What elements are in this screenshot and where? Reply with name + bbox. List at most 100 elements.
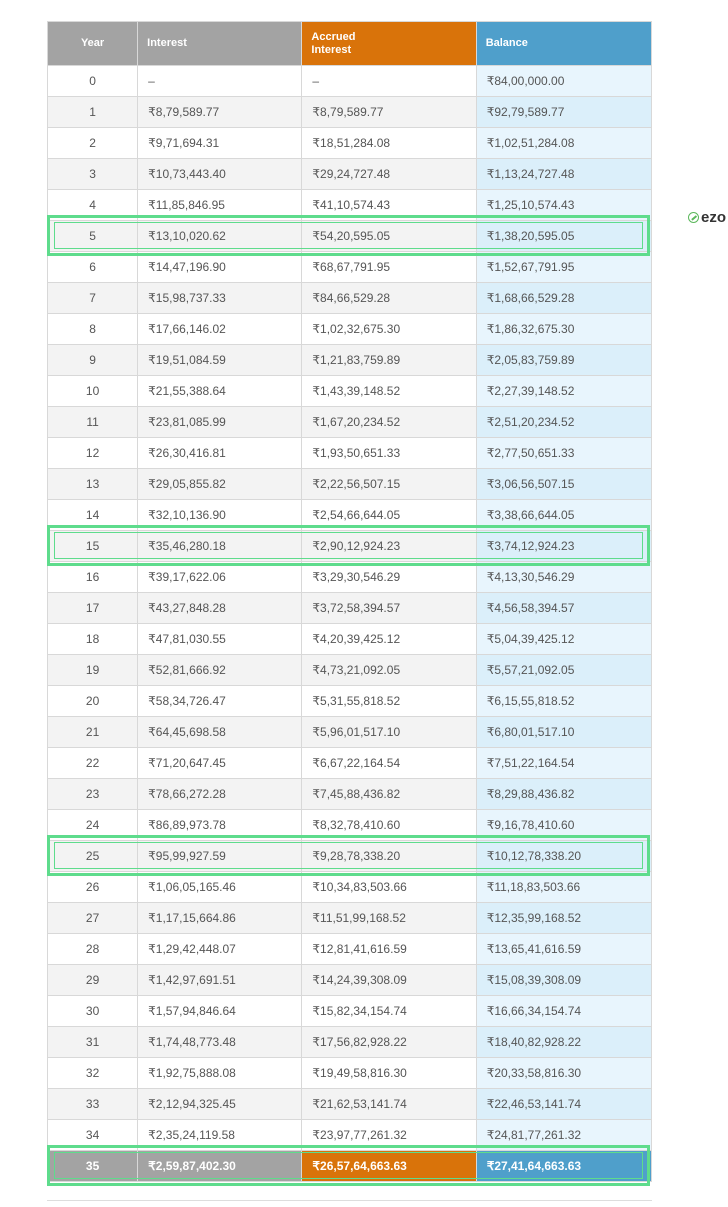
cell-accrued-interest: ₹2,90,12,924.23 [301,530,477,562]
cell-interest: ₹14,47,196.90 [137,251,303,283]
cell-interest: ₹15,98,737.33 [137,282,303,314]
table-row: 8 ₹17,66,146.02 ₹1,02,32,675.30 ₹1,86,32,67… [46,313,653,345]
table-row: 11 ₹23,81,085.99 ₹1,67,20,234.52 ₹2,51,20,2… [46,406,653,438]
table-row: 13 ₹29,05,855.82 ₹2,22,56,507.15 ₹3,06,56,5… [46,468,653,500]
cell-accrued-interest: ₹1,67,20,234.52 [301,406,477,438]
cell-balance: ₹2,05,83,759.89 [475,344,653,376]
ezoic-leaf-icon [688,212,699,223]
cell-accrued-interest: ₹2,54,66,644.05 [301,499,477,531]
cell-balance: ₹15,08,39,308.09 [475,964,653,996]
table-row: 33 ₹2,12,94,325.45 ₹21,62,53,141.74 ₹22,46,… [46,1088,653,1120]
header-interest: Interest [137,21,303,66]
cell-balance: ₹9,16,78,410.60 [475,809,653,841]
cell-balance: ₹2,77,50,651.33 [475,437,653,469]
table-row: 15 ₹35,46,280.18 ₹2,90,12,924.23 ₹3,74,12,9… [46,530,653,562]
cell-accrued-interest: ₹1,43,39,148.52 [301,375,477,407]
cell-interest: ₹1,74,48,773.48 [137,1026,303,1058]
table-row: 25 ₹95,99,927.59 ₹9,28,78,338.20 ₹10,12,78,… [46,840,653,872]
table-row: 27 ₹1,17,15,664.86 ₹11,51,99,168.52 ₹12,35,… [46,902,653,934]
table-row: 18 ₹47,81,030.55 ₹4,20,39,425.12 ₹5,04,39,4… [46,623,653,655]
cell-balance: ₹12,35,99,168.52 [475,902,653,934]
table-row: 7 ₹15,98,737.33 ₹84,66,529.28 ₹1,68,66,529.… [46,282,653,314]
table-row: 21 ₹64,45,698.58 ₹5,96,01,517.10 ₹6,80,01,5… [46,716,653,748]
cell-accrued-interest: ₹68,67,791.95 [301,251,477,283]
cell-accrued-interest: ₹7,45,88,436.82 [301,778,477,810]
table-row: 3 ₹10,73,443.40 ₹29,24,727.48 ₹1,13,24,727.… [46,158,653,190]
cell-accrued-interest: ₹11,51,99,168.52 [301,902,477,934]
ad-brand-text: ezo [701,209,727,226]
cell-balance: ₹16,66,34,154.74 [475,995,653,1027]
bottom-divider [47,1200,652,1201]
cell-year: 10 [46,375,139,407]
cell-year: 35 [46,1150,139,1182]
cell-accrued-interest: ₹54,20,595.05 [301,220,477,252]
cell-accrued-interest: ₹3,72,58,394.57 [301,592,477,624]
cell-interest: ₹1,92,75,888.08 [137,1057,303,1089]
cell-accrued-interest: ₹19,49,58,816.30 [301,1057,477,1089]
cell-year: 20 [46,685,139,717]
cell-interest: ₹1,06,05,165.46 [137,871,303,903]
table-row: 24 ₹86,89,973.78 ₹8,32,78,410.60 ₹9,16,78,4… [46,809,653,841]
table-row: 4 ₹11,85,846.95 ₹41,10,574.43 ₹1,25,10,574.… [46,189,653,221]
table-body: 0– – ₹84,00,000.00 1 ₹8,79,589.77 ₹8,79,589.7… [46,65,653,1182]
cell-interest: ₹21,55,388.64 [137,375,303,407]
cell-interest: ₹10,73,443.40 [137,158,303,190]
cell-accrued-interest: ₹5,96,01,517.10 [301,716,477,748]
table-row: 26 ₹1,06,05,165.46 ₹10,34,83,503.66 ₹11,18,… [46,871,653,903]
cell-year: 18 [46,623,139,655]
cell-balance: ₹1,13,24,727.48 [475,158,653,190]
table-row: 32 ₹1,92,75,888.08 ₹19,49,58,816.30 ₹20,33,… [46,1057,653,1089]
table-row: 34 ₹2,35,24,119.58 ₹23,97,77,261.32 ₹24,81,… [46,1119,653,1151]
cell-balance: ₹13,65,41,616.59 [475,933,653,965]
cell-year: 23 [46,778,139,810]
table-row: 22 ₹71,20,647.45 ₹6,67,22,164.54 ₹7,51,22,1… [46,747,653,779]
cell-year: 2 [46,127,139,159]
table-header-row: Year Interest Accrued Interest Balance [46,21,653,66]
cell-balance: ₹27,41,64,663.63 [475,1150,653,1182]
cell-year: 27 [46,902,139,934]
cell-year: 0 [46,65,139,97]
cell-year: 19 [46,654,139,686]
cell-accrued-interest: ₹12,81,41,616.59 [301,933,477,965]
cell-balance: ₹2,27,39,148.52 [475,375,653,407]
cell-interest: ₹26,30,416.81 [137,437,303,469]
cell-accrued-interest: ₹6,67,22,164.54 [301,747,477,779]
table-row: 5 ₹13,10,020.62 ₹54,20,595.05 ₹1,38,20,595.… [46,220,653,252]
cell-interest: ₹19,51,084.59 [137,344,303,376]
cell-balance: ₹11,18,83,503.66 [475,871,653,903]
cell-year: 8 [46,313,139,345]
cell-year: 34 [46,1119,139,1151]
cell-year: 26 [46,871,139,903]
cell-interest: ₹35,46,280.18 [137,530,303,562]
cell-year: 21 [46,716,139,748]
cell-balance: ₹92,79,589.77 [475,96,653,128]
cell-balance: ₹10,12,78,338.20 [475,840,653,872]
cell-year: 7 [46,282,139,314]
table-row: 35 ₹2,59,87,402.30 ₹26,57,64,663.63 ₹27,41,… [46,1150,653,1182]
cell-balance: ₹4,13,30,546.29 [475,561,653,593]
table-row: 14 ₹32,10,136.90 ₹2,54,66,644.05 ₹3,38,66,6… [46,499,653,531]
cell-year: 17 [46,592,139,624]
table-row: 16 ₹39,17,622.06 ₹3,29,30,546.29 ₹4,13,30,5… [46,561,653,593]
table-row: 28 ₹1,29,42,448.07 ₹12,81,41,616.59 ₹13,65,… [46,933,653,965]
cell-year: 5 [46,220,139,252]
cell-interest: ₹71,20,647.45 [137,747,303,779]
cell-interest: ₹11,85,846.95 [137,189,303,221]
cell-accrued-interest: ₹1,93,50,651.33 [301,437,477,469]
cell-accrued-interest: ₹8,79,589.77 [301,96,477,128]
cell-interest: ₹1,42,97,691.51 [137,964,303,996]
cell-balance: ₹6,15,55,818.52 [475,685,653,717]
cell-balance: ₹5,57,21,092.05 [475,654,653,686]
cell-accrued-interest: ₹18,51,284.08 [301,127,477,159]
table-row: 0– – ₹84,00,000.00 [46,65,653,97]
cell-accrued-interest: ₹84,66,529.28 [301,282,477,314]
cell-interest: ₹9,71,694.31 [137,127,303,159]
cell-accrued-interest: ₹8,32,78,410.60 [301,809,477,841]
ad-badge[interactable]: ezo [688,209,726,226]
cell-interest: ₹2,35,24,119.58 [137,1119,303,1151]
table-row: 31 ₹1,74,48,773.48 ₹17,56,82,928.22 ₹18,40,… [46,1026,653,1058]
cell-accrued-interest: ₹4,20,39,425.12 [301,623,477,655]
cell-year: 22 [46,747,139,779]
cell-balance: ₹1,86,32,675.30 [475,313,653,345]
cell-balance: ₹84,00,000.00 [475,65,653,97]
